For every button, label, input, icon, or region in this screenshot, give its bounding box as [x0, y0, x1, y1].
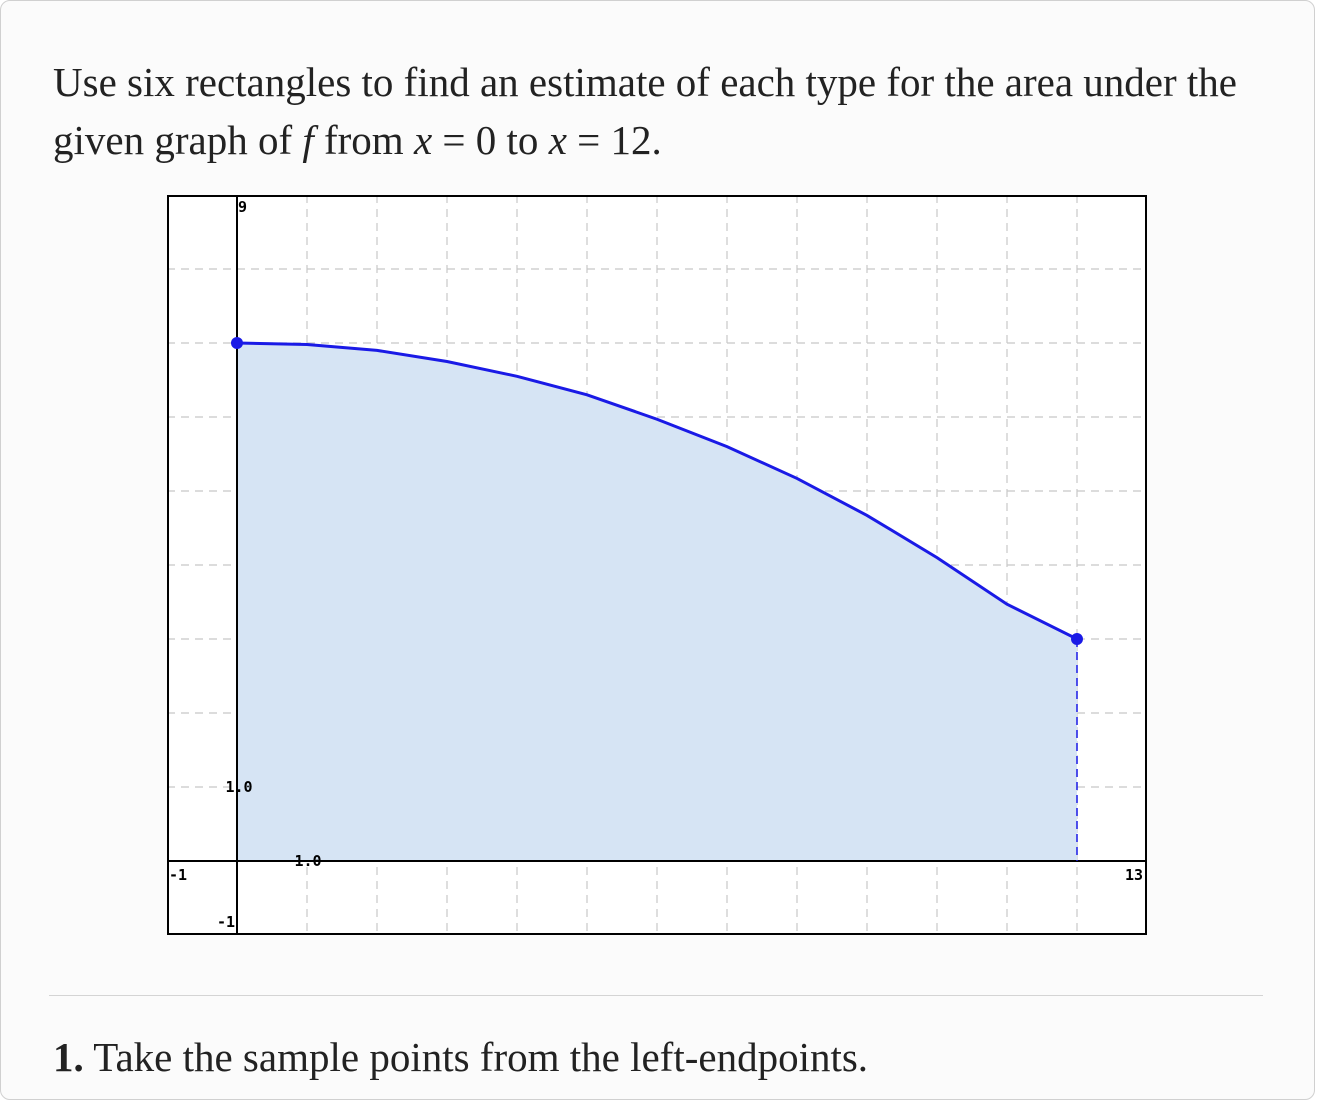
divider	[49, 995, 1263, 996]
axes	[167, 195, 1147, 935]
question-number: 1.	[53, 1034, 84, 1080]
to-word: to	[506, 117, 539, 163]
lower-bound: = 0	[442, 117, 497, 163]
problem-statement: Use six rectangles to find an estimate o…	[53, 53, 1253, 169]
function-graph: 9 1.0 1.0 -1 13 -1	[167, 195, 1147, 935]
upper-var: x	[548, 117, 567, 163]
function-symbol: f	[302, 117, 314, 163]
question-1: 1. Take the sample points from the left-…	[53, 1031, 868, 1083]
tick-label-y-unit: 1.0	[225, 778, 252, 796]
function-curve	[236, 341, 1078, 641]
endpoint-marker	[231, 337, 243, 349]
tick-labels: 9 1.0 1.0 -1 13 -1	[169, 198, 1143, 931]
plot-border	[167, 195, 1147, 935]
question-text: Take the sample points from the left-end…	[93, 1034, 869, 1080]
tick-label-x-min: -1	[169, 866, 187, 884]
lower-var: x	[413, 117, 433, 163]
tick-label-y-max: 9	[238, 198, 247, 216]
endpoint-markers	[231, 337, 1083, 645]
area-under-curve	[237, 343, 1077, 861]
from-word: from	[324, 117, 404, 163]
upper-bound: = 12.	[577, 117, 662, 163]
tick-label-y-min: -1	[217, 913, 235, 931]
problem-intro: Use six rectangles to find an estimate o…	[53, 59, 1237, 163]
endpoint-marker	[1071, 633, 1083, 645]
tick-label-x-unit: 1.0	[294, 852, 321, 870]
tick-label-x-max: 13	[1125, 866, 1143, 884]
